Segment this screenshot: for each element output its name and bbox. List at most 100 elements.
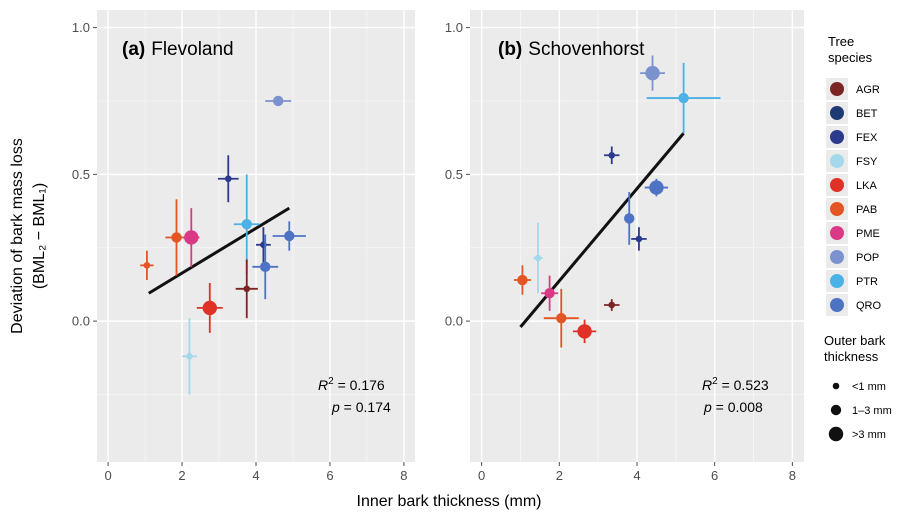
point-marker (272, 95, 284, 107)
panel-a-x-ticks: 0 2 4 6 8 (104, 462, 408, 483)
data-point-fex (631, 227, 647, 251)
data-point-agr (603, 299, 620, 311)
legend-item-pab: PAB (826, 198, 877, 220)
panel-a-r2: R2 = 0.176 (318, 376, 385, 393)
legend-size-swatch (832, 382, 840, 390)
data-point-fsy (182, 318, 197, 395)
panel-b-title: (b) Schovenhorst (498, 39, 645, 60)
x-tick-label: 8 (789, 468, 796, 483)
data-point-pab (543, 288, 579, 348)
legend-size-label: 1–3 mm (852, 405, 892, 417)
legend-item-fsy: FSY (826, 150, 878, 172)
legend-swatch (830, 202, 844, 216)
panel-b-r2-sup: 2 (712, 376, 718, 387)
panel-a-site: Flevoland (151, 39, 233, 60)
legend-swatch (830, 82, 844, 96)
data-point-pab (140, 250, 154, 281)
y-axis-title: Deviation of bark mass loss (9, 138, 26, 334)
x-tick-label: 6 (711, 468, 718, 483)
point-marker (260, 261, 271, 273)
panel-b-p-value: = 0.008 (712, 399, 763, 415)
legend-label: QRO (856, 300, 882, 312)
data-point-pab (165, 199, 188, 276)
point-marker (608, 151, 616, 159)
x-tick-label: 6 (326, 468, 333, 483)
y-tick-label: 1.0 (72, 20, 90, 35)
y-axis-title-line2: (BML₂ − BML₁) (31, 183, 48, 289)
legend-item-pop: POP (826, 246, 879, 268)
point-marker (556, 312, 567, 324)
legend-size-items: <1 mm 1–3 mm >3 mm (828, 381, 892, 442)
panel-b-p-label: p (703, 399, 712, 415)
legend-size-title-line2: thickness (824, 349, 879, 364)
y-tick-label: 0.0 (445, 314, 463, 329)
legend-label: POP (856, 252, 879, 264)
panel-b-r2-label: R (702, 377, 712, 393)
panel-a-p-label: p (331, 399, 340, 415)
point-marker (241, 219, 252, 230)
point-marker (577, 324, 592, 339)
legend-item-ptr: PTR (826, 270, 878, 292)
legend-size-swatch (830, 404, 842, 416)
legend-swatch (830, 298, 844, 312)
data-point-agr (235, 259, 258, 319)
x-tick-label: 4 (252, 468, 259, 483)
data-point-ptr (646, 62, 721, 134)
point-marker (678, 92, 689, 104)
x-tick-label: 2 (556, 468, 563, 483)
data-point-pop (640, 55, 665, 91)
legend-label: PTR (856, 276, 878, 288)
legend-swatch (830, 130, 844, 144)
point-marker (186, 353, 193, 360)
legend-swatch (830, 226, 844, 240)
point-marker (608, 301, 616, 309)
y-tick-label: 1.0 (445, 20, 463, 35)
legend-size-label: <1 mm (852, 381, 886, 393)
panel-a-r2-label: R (318, 377, 328, 393)
point-marker (243, 285, 251, 293)
legend-item-bet: BET (826, 102, 878, 124)
point-marker (202, 300, 217, 316)
legend-label: PME (856, 228, 880, 240)
legend-label: FEX (856, 132, 878, 144)
panel-b-site: Schovenhorst (528, 39, 645, 60)
panel-a-y-ticks: 0.0 0.5 1.0 (72, 20, 97, 329)
legend-size-title-line1: Outer bark (824, 333, 886, 348)
legend-swatch (830, 274, 844, 288)
legend-size-item: 1–3 mm (830, 404, 892, 417)
y-tick-label: 0.5 (72, 167, 90, 182)
x-tick-label: 0 (478, 468, 485, 483)
legend-swatch (830, 250, 844, 264)
data-point-qro (252, 234, 279, 300)
data-point-qro (272, 221, 306, 251)
panel-a-title: (a) Flevoland (122, 39, 234, 60)
legend-size-swatch (828, 426, 844, 442)
panel-b-grid (470, 10, 804, 462)
legend-label: PAB (856, 204, 877, 216)
panel-b-x-ticks: 0 2 4 6 8 (478, 462, 796, 483)
panel-b-r2-value: = 0.523 (718, 377, 769, 393)
panel-b-p: p = 0.008 (703, 399, 763, 415)
legend-species-title-line2: species (828, 50, 873, 65)
legend-label: LKA (856, 180, 877, 192)
legend-species-items: AGR BET FEX FSY LKA PAB PME POP PTR QRO (826, 78, 882, 316)
panel-a-p-value: = 0.174 (340, 399, 391, 415)
data-point-fex (603, 146, 620, 165)
panel-b-y-ticks: 0.0 0.5 1.0 (445, 20, 470, 329)
panel-b-r2: R2 = 0.523 (702, 376, 769, 393)
point-marker (143, 262, 151, 269)
x-tick-label: 2 (178, 468, 185, 483)
regression-line (147, 206, 291, 295)
point-marker (645, 65, 660, 81)
legend-item-fex: FEX (826, 126, 878, 148)
panel-b-points (513, 55, 721, 348)
legend-species-title-line1: Tree (828, 34, 854, 49)
legend-label: AGR (856, 84, 880, 96)
panel-a-points (140, 95, 306, 395)
point-marker (534, 254, 542, 262)
point-marker (184, 230, 199, 245)
data-point-pme (541, 275, 559, 311)
x-axis-title: Inner bark thickness (mm) (357, 493, 542, 510)
panel-a-p: p = 0.174 (331, 399, 391, 415)
